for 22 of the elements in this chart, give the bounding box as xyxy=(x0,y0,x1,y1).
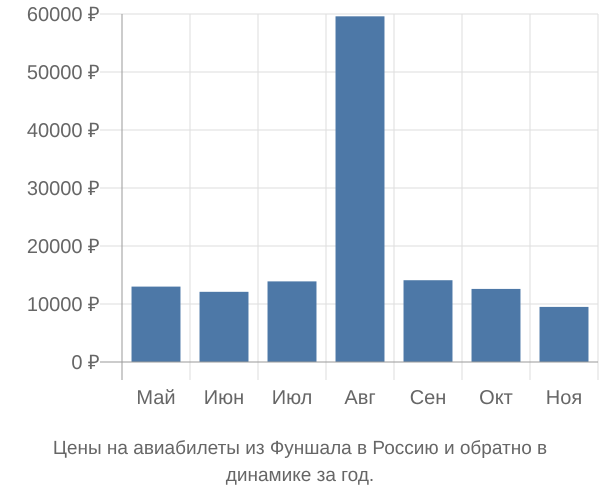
y-tick-label: 0 ₽ xyxy=(71,352,100,374)
bar xyxy=(336,16,384,362)
y-tick-label: 30000 ₽ xyxy=(26,178,100,200)
text: Цены на авиабилеты из Фуншала в Россию и обратно в динамике за год. xyxy=(52,438,548,486)
x-tick-label: Май xyxy=(136,387,176,409)
x-tick-label: Ноя xyxy=(546,387,582,409)
y-tick-label: 50000 ₽ xyxy=(26,62,100,84)
bar xyxy=(404,280,452,362)
x-tick-label: Сен xyxy=(410,387,446,409)
x-tick-label: Авг xyxy=(344,387,376,409)
y-tick-label: 40000 ₽ xyxy=(26,120,100,142)
y-tick-label: 60000 ₽ xyxy=(26,4,100,26)
bar xyxy=(472,288,520,362)
y-tick-label: 10000 ₽ xyxy=(26,294,100,316)
x-tick-label: Июл xyxy=(272,387,312,409)
bar xyxy=(132,286,180,362)
bar xyxy=(268,281,316,362)
x-tick-label: Июн xyxy=(204,387,244,409)
bar xyxy=(540,306,588,362)
y-tick-label: 20000 ₽ xyxy=(26,236,100,258)
bar xyxy=(200,292,248,362)
x-tick-label: Окт xyxy=(479,387,513,409)
